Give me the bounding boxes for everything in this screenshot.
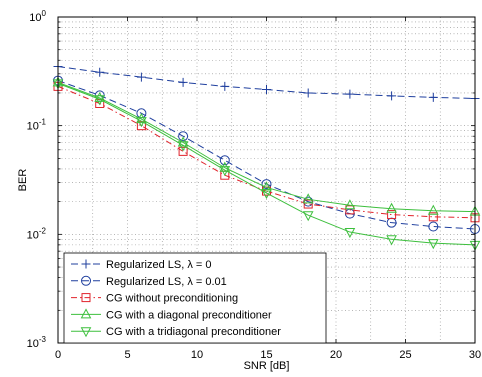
data-point	[387, 91, 397, 101]
legend-marker	[80, 308, 92, 319]
data-point	[95, 67, 105, 77]
data-point	[177, 141, 189, 152]
x-tick-label: 30	[469, 349, 481, 361]
data-point	[219, 155, 230, 166]
grid	[58, 17, 475, 343]
x-tick-label: 25	[399, 349, 411, 361]
legend-marker	[80, 327, 92, 338]
legend-item: CG with a diagonal preconditioner	[71, 308, 272, 321]
data-point	[428, 212, 438, 222]
data-point	[261, 179, 272, 190]
series-4	[52, 79, 481, 251]
legend-item: Regularized LS, λ = 0.01	[71, 275, 227, 288]
legend-item: CG with a tridiagonal preconditioner	[71, 326, 281, 338]
data-point	[136, 113, 147, 124]
legend-box	[63, 252, 327, 344]
data-point	[220, 81, 230, 91]
data-point	[261, 181, 272, 192]
x-tick-label: 10	[191, 349, 203, 361]
legend-marker	[81, 259, 91, 269]
data-point	[261, 189, 272, 200]
data-point	[386, 235, 397, 246]
data-point	[345, 89, 355, 99]
data-point	[303, 88, 313, 98]
data-point	[262, 85, 271, 95]
legend-label: Regularized LS, λ = 0.01	[106, 276, 227, 288]
x-tick-label: 20	[330, 349, 342, 361]
data-point	[178, 131, 189, 142]
legend-marker	[81, 293, 91, 303]
x-tick-labels: 0 5 10 15 20 25 30	[55, 349, 481, 361]
y-tick-label: 10-1	[27, 118, 47, 133]
data-point	[387, 210, 397, 220]
legend-label: CG with a tridiagonal preconditioner	[106, 326, 281, 338]
data-point	[302, 193, 314, 204]
y-tick-label: 10-3	[27, 335, 47, 350]
data-point	[94, 91, 106, 102]
series-line	[57, 81, 476, 213]
x-tick-label: 5	[124, 349, 130, 361]
data-point	[94, 95, 106, 106]
series-line	[57, 80, 476, 230]
data-point	[219, 166, 231, 177]
x-axis-title: SNR [dB]	[244, 360, 290, 372]
data-point	[303, 199, 313, 209]
data-point	[386, 202, 397, 213]
data-point	[344, 228, 356, 239]
y-tick-labels: 100 10-1 10-2 10-3	[27, 9, 47, 350]
data-point	[427, 204, 439, 215]
data-point	[178, 146, 188, 156]
legend-marker	[81, 275, 91, 286]
data-point	[427, 239, 439, 250]
data-point	[344, 199, 356, 210]
series-line	[57, 82, 476, 246]
data-point	[428, 92, 438, 102]
x-tick-label: 15	[260, 349, 272, 361]
y-tick-label: 10-2	[27, 226, 47, 241]
data-point	[345, 205, 355, 215]
data-point	[136, 72, 146, 82]
y-tick-label: 100	[29, 9, 46, 24]
legend-label: CG with a diagonal preconditioner	[106, 309, 272, 321]
series-layer	[52, 62, 481, 251]
legend: Regularized LS, λ = 0 Regularized LS, λ =…	[63, 252, 327, 344]
data-point	[178, 77, 188, 87]
legend-item: CG without preconditioning	[71, 293, 238, 305]
legend-label: Regularized LS, λ = 0	[106, 259, 211, 271]
legend-item: Regularized LS, λ = 0	[71, 259, 211, 271]
legend-label: CG without preconditioning	[106, 293, 238, 305]
data-point	[136, 117, 147, 128]
data-point	[302, 211, 314, 222]
y-axis-title: BER	[17, 169, 29, 192]
x-tick-label: 0	[55, 349, 61, 361]
data-point	[428, 221, 439, 232]
